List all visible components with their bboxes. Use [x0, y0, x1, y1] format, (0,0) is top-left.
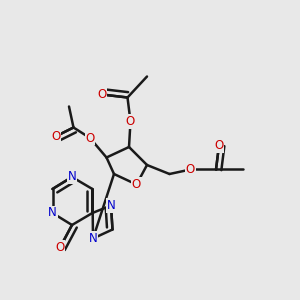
- Text: N: N: [48, 206, 57, 220]
- Text: O: O: [214, 139, 224, 152]
- Text: N: N: [106, 199, 116, 212]
- Text: O: O: [132, 178, 141, 191]
- Text: O: O: [85, 131, 94, 145]
- Text: O: O: [98, 88, 106, 101]
- Text: O: O: [126, 115, 135, 128]
- Text: O: O: [56, 241, 64, 254]
- Text: O: O: [186, 163, 195, 176]
- Text: O: O: [51, 130, 60, 143]
- Text: N: N: [88, 232, 98, 245]
- Text: N: N: [68, 170, 76, 184]
